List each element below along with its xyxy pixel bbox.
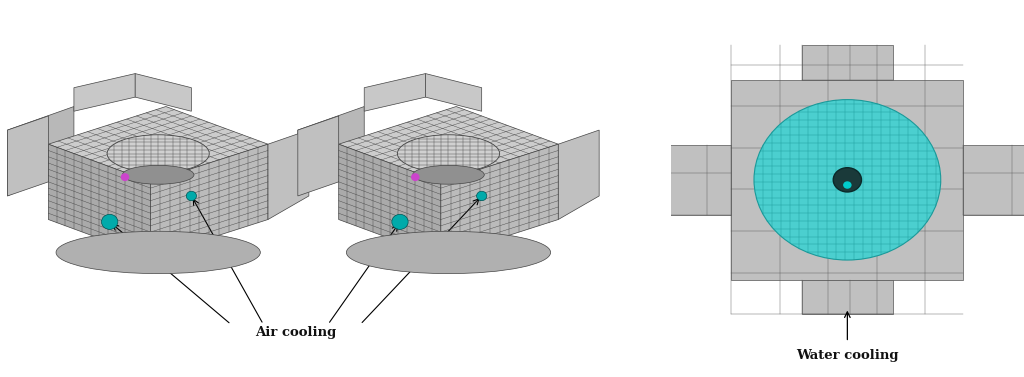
Bar [802, 46, 893, 80]
Bar [964, 145, 1024, 215]
Text: Water cooling: Water cooling [796, 349, 899, 362]
Circle shape [101, 214, 118, 229]
Polygon shape [558, 130, 599, 219]
Text: Air cooling: Air cooling [255, 326, 336, 339]
Ellipse shape [397, 135, 500, 172]
Polygon shape [151, 144, 268, 257]
Bar [658, 145, 731, 215]
Ellipse shape [346, 231, 551, 274]
Polygon shape [426, 74, 481, 111]
Ellipse shape [413, 166, 484, 184]
Polygon shape [74, 74, 135, 111]
Polygon shape [48, 144, 151, 257]
Polygon shape [48, 107, 268, 182]
Polygon shape [268, 130, 309, 219]
Circle shape [844, 182, 851, 188]
Polygon shape [365, 74, 426, 111]
Polygon shape [298, 107, 365, 196]
Circle shape [186, 191, 197, 201]
Polygon shape [339, 144, 440, 257]
Circle shape [476, 191, 486, 201]
Circle shape [754, 100, 941, 260]
Bar [731, 80, 964, 279]
Polygon shape [339, 107, 558, 182]
Polygon shape [135, 74, 191, 111]
Circle shape [412, 174, 419, 181]
Polygon shape [440, 144, 558, 257]
Circle shape [122, 174, 129, 181]
Ellipse shape [123, 166, 194, 184]
Bar [802, 279, 893, 314]
Ellipse shape [56, 231, 260, 274]
Polygon shape [298, 116, 339, 196]
Circle shape [834, 168, 861, 192]
Circle shape [392, 214, 409, 229]
Polygon shape [7, 107, 74, 196]
Ellipse shape [108, 135, 209, 172]
Polygon shape [7, 116, 48, 196]
